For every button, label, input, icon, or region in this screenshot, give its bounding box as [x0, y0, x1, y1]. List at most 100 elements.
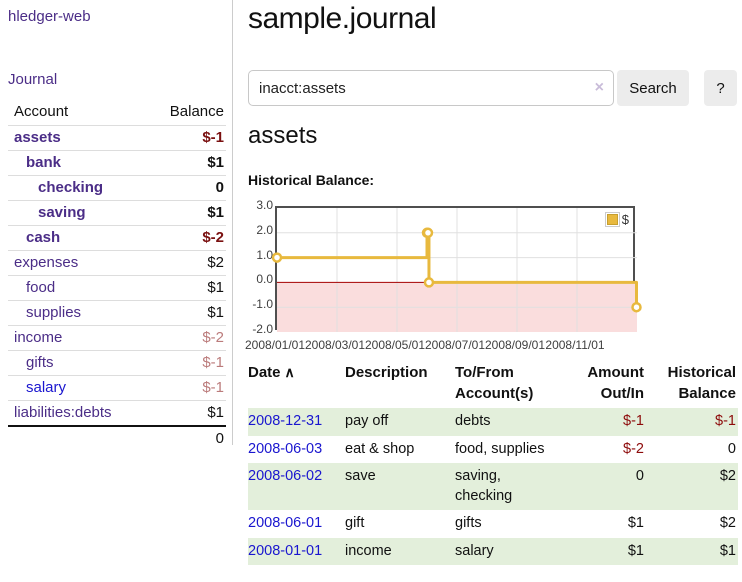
account-row: food $1 [8, 275, 226, 300]
register-row: 2008-06-01 gift gifts $1 $2 [248, 510, 738, 538]
transaction-accounts: salary [455, 542, 494, 559]
account-total-row: 0 [8, 425, 226, 451]
x-axis-tick-label: 2008/07/01 [424, 338, 486, 352]
account-row: assets $-1 [8, 125, 226, 150]
account-row: income $-2 [8, 325, 226, 350]
account-balance: $-2 [202, 229, 224, 246]
account-link[interactable]: cash [26, 229, 61, 246]
transaction-date-link[interactable]: 2008-06-03 [248, 440, 323, 457]
account-link[interactable]: saving [38, 204, 86, 221]
transaction-date-link[interactable]: 2008-06-01 [248, 515, 323, 532]
account-balance: $-2 [202, 329, 224, 346]
account-link[interactable]: supplies [26, 304, 82, 321]
register-header-row: Date ∧ Description To/From Account(s) Amo… [248, 360, 738, 408]
running-balance: $-1 [715, 413, 736, 429]
account-row: checking 0 [8, 175, 226, 200]
account-heading: assets [248, 122, 318, 149]
search-input[interactable] [248, 70, 614, 106]
page-title: sample.journal [248, 2, 437, 35]
account-link[interactable]: liabilities:debts [14, 404, 112, 421]
chart-canvas [271, 208, 642, 332]
account-column-header: Account [14, 103, 69, 120]
accounts-column-header: To/From Account(s) [455, 364, 534, 402]
transaction-description: pay off [345, 413, 389, 429]
account-link[interactable]: food [26, 279, 56, 296]
running-balance: $2 [719, 468, 736, 485]
register-table: Date ∧ Description To/From Account(s) Amo… [248, 360, 738, 566]
historical-balance-chart: 3.0 2.0 1.0 0.0 -1.0 -2.0 $ 2008/01/01 2008/03… [245, 198, 645, 355]
legend-swatch-icon [604, 212, 620, 227]
search-bar: × [248, 70, 614, 106]
register-row: 2008-01-01 income salary $1 $1 [248, 537, 738, 566]
transaction-date-link[interactable]: 2008-06-02 [248, 468, 323, 485]
transaction-amount: $-2 [623, 440, 644, 457]
transaction-description: save [345, 468, 376, 485]
register-rows: 2008-12-31 pay off debts $-1 $-1 2008-06-03 ea… [248, 408, 738, 566]
x-axis-tick-label: 2008/03/01 [304, 338, 366, 352]
account-row: supplies $1 [8, 300, 226, 325]
account-balance: $-1 [202, 354, 224, 371]
transaction-amount: 0 [635, 468, 644, 485]
register-row: 2008-06-03 eat & shop food, supplies $-2 0 [248, 436, 738, 464]
transaction-accounts: food, supplies [455, 440, 545, 457]
transaction-description: gift [345, 515, 365, 532]
y-axis-tick-label: -1.0 [252, 297, 273, 312]
account-balance: $1 [207, 404, 224, 421]
amount-column-header: Amount Out/In [587, 364, 644, 402]
transaction-date-link[interactable]: 2008-12-31 [248, 413, 323, 429]
brand-link[interactable]: hledger-web [8, 8, 91, 25]
account-balance: $1 [207, 279, 224, 296]
account-link[interactable]: gifts [26, 354, 54, 371]
transaction-accounts: gifts [455, 515, 482, 532]
balance-column-header-main: Historical Balance [667, 364, 736, 402]
account-rows: assets $-1 bank $1 checking 0 saving $1 cash $-2 e… [8, 125, 226, 425]
sidebar-item-journal[interactable]: Journal [8, 71, 58, 88]
account-row: expenses $2 [8, 250, 226, 275]
account-link[interactable]: salary [26, 379, 67, 396]
account-link[interactable]: bank [26, 154, 62, 171]
account-row: liabilities:debts $1 [8, 400, 226, 425]
account-row: gifts $-1 [8, 350, 226, 375]
transaction-date-link[interactable]: 2008-01-01 [248, 542, 323, 559]
account-balance: $1 [207, 154, 224, 171]
account-balance: 0 [215, 179, 224, 196]
date-column-header[interactable]: Date ∧ [248, 364, 295, 381]
account-link[interactable]: expenses [14, 254, 79, 271]
account-link[interactable]: assets [14, 129, 61, 146]
chart-heading: Historical Balance: [248, 172, 375, 188]
account-row: bank $1 [8, 150, 226, 175]
transaction-description: income [345, 542, 392, 559]
y-axis-tick-label: 2.0 [256, 222, 273, 237]
account-row: salary $-1 [8, 375, 226, 400]
register-row: 2008-06-02 save saving, checking 0 $2 [248, 463, 738, 511]
legend-label: $ [621, 212, 629, 227]
total-balance: 0 [215, 430, 224, 447]
x-axis-tick-label: 2008/09/01 [484, 338, 546, 352]
account-link[interactable]: income [14, 329, 63, 346]
account-balance-table: Account Balance assets $-1 bank $1 checking 0… [8, 100, 226, 451]
y-axis-tick-label: 0.0 [256, 272, 273, 287]
running-balance: $1 [719, 542, 736, 559]
transaction-description: eat & shop [345, 440, 415, 457]
description-column-header: Description [345, 364, 428, 381]
running-balance: 0 [727, 440, 736, 457]
account-balance: $-1 [202, 379, 224, 396]
help-button[interactable]: ? [704, 70, 737, 106]
sidebar: hledger-web Journal Account Balance asse… [0, 0, 233, 447]
account-row: saving $1 [8, 200, 226, 225]
account-balance: $-1 [202, 129, 224, 146]
chart-plot-area[interactable]: $ [271, 206, 642, 332]
account-link[interactable]: checking [38, 179, 104, 196]
x-axis-tick-label: 2008/01/01 [244, 338, 306, 352]
account-balance: $1 [207, 304, 224, 321]
account-balance: $1 [207, 204, 224, 221]
search-button[interactable]: Search [617, 70, 689, 106]
x-axis-tick-label: 2008/11/01 [545, 338, 605, 352]
account-row: cash $-2 [8, 225, 226, 250]
running-balance: $2 [719, 515, 736, 532]
transaction-amount: $-1 [623, 413, 644, 429]
sort-ascending-icon: ∧ [284, 364, 295, 380]
clear-search-icon[interactable]: × [594, 79, 604, 96]
balance-column-header: Balance [169, 103, 224, 120]
